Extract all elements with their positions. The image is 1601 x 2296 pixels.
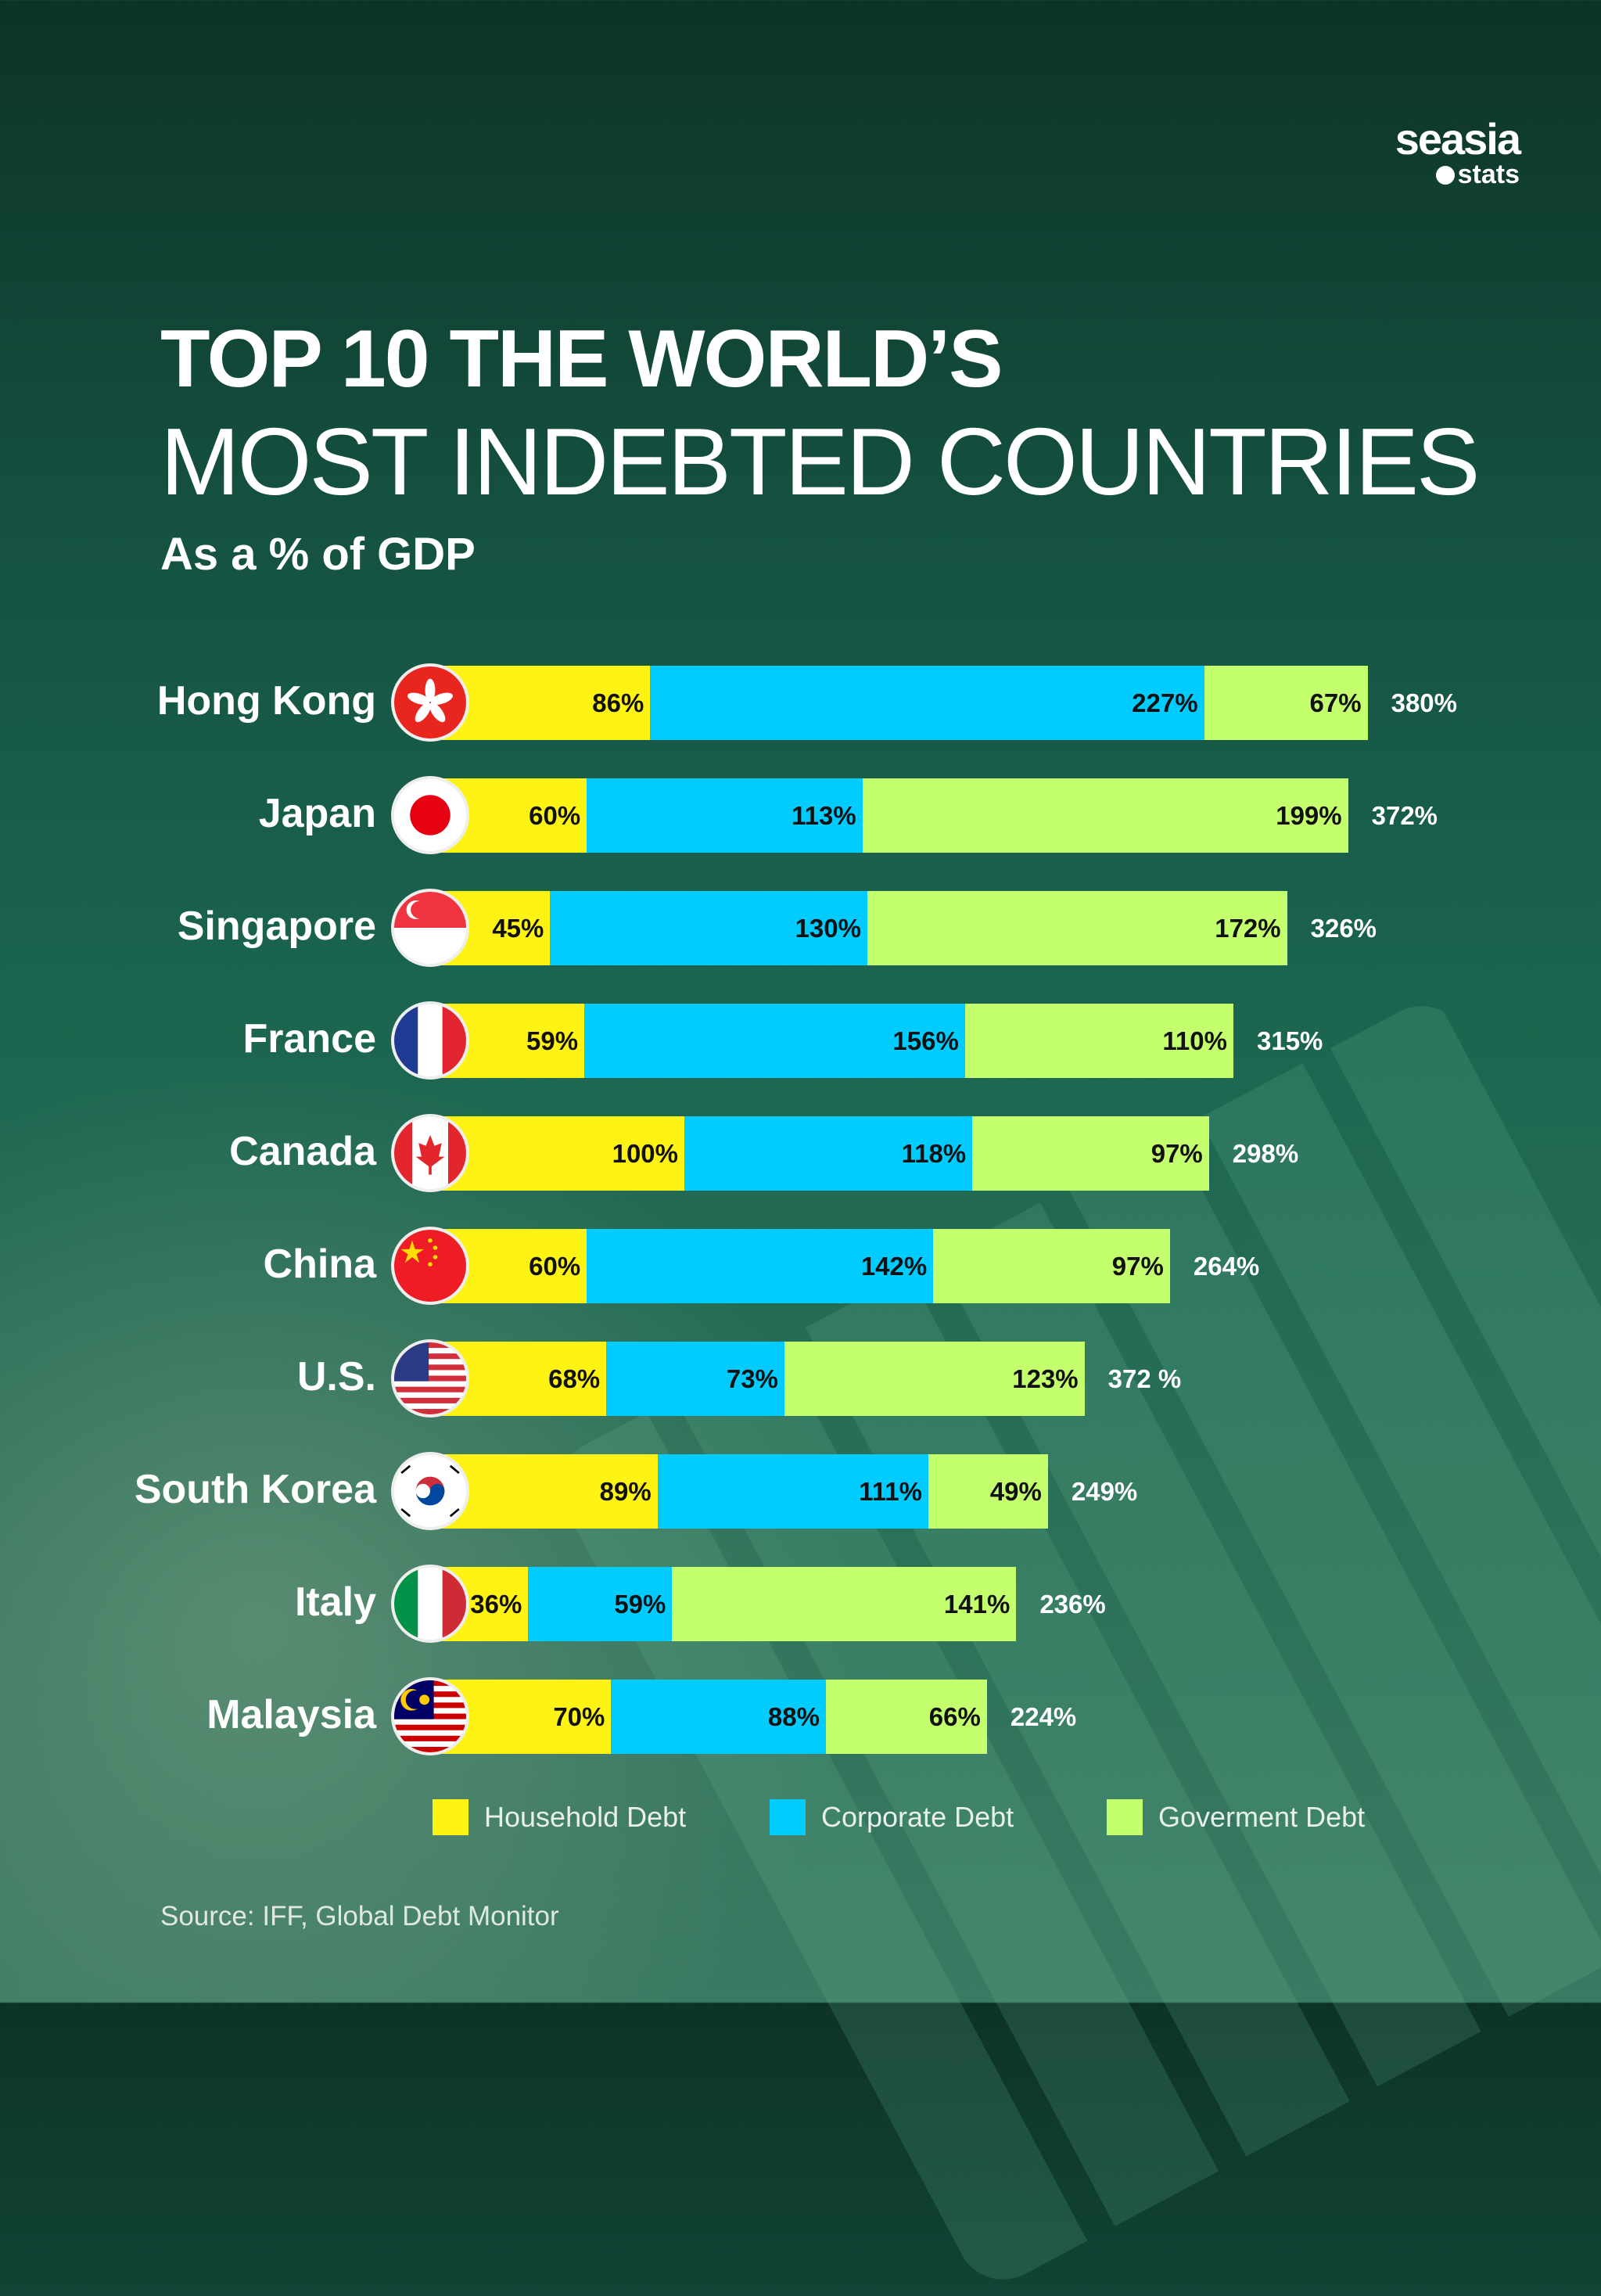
bar-segment-corporate: 130% xyxy=(550,891,867,965)
flag-ca-icon xyxy=(391,1114,469,1192)
bar-segment-government: 97% xyxy=(933,1229,1170,1303)
bar-segment-corporate: 113% xyxy=(587,778,863,853)
chart-row: Hong Kong 86% 227% 67% 380% xyxy=(0,663,1601,742)
country-label: France xyxy=(242,1016,376,1062)
legend-swatch-corporate xyxy=(770,1799,806,1835)
country-label: Hong Kong xyxy=(156,678,376,724)
logo-text: seasia xyxy=(1395,114,1521,163)
flag-hk-icon xyxy=(391,663,469,742)
flag-jp-icon xyxy=(391,776,469,854)
country-label: Italy xyxy=(294,1579,376,1625)
chart-row: Canada 100% 118% 97% 298% xyxy=(0,1114,1601,1192)
legend-swatch-government xyxy=(1107,1799,1143,1835)
total-label: 315% xyxy=(1257,1026,1323,1055)
country-label: China xyxy=(263,1241,376,1287)
legend-item-corporate: Corporate Debt xyxy=(770,1799,1014,1835)
subtitle: As a % of GDP xyxy=(160,529,476,580)
bar-segment-corporate: 111% xyxy=(657,1454,928,1529)
bar-segment-household: 89% xyxy=(440,1454,658,1529)
legend-item-household: Household Debt xyxy=(433,1799,686,1835)
source-note: Source: IFF, Global Debt Monitor xyxy=(160,1901,559,1931)
flag-it-icon xyxy=(391,1565,469,1643)
legend-swatch-household xyxy=(433,1799,468,1835)
bar-segment-government: 110% xyxy=(964,1004,1233,1078)
flag-fr-icon xyxy=(391,1001,469,1080)
country-label: Japan xyxy=(258,791,376,836)
chart-row: U.S. 68% 73% 123% 372 % xyxy=(0,1339,1601,1417)
bar-segment-corporate: 156% xyxy=(584,1004,965,1078)
chart-row: Singapore 45% 130% 172% 326% xyxy=(0,889,1601,967)
chart-row: Malaysia 70% 88% 66% 224% xyxy=(0,1677,1601,1755)
flag-cn-icon xyxy=(391,1227,469,1305)
bar-segment-household: 59% xyxy=(440,1004,585,1078)
title-line-1: TOP 10 THE WORLD’S xyxy=(160,314,1003,404)
legend-label: Household Debt xyxy=(484,1801,687,1833)
logo-subtext: stats xyxy=(1457,160,1520,189)
bar-segment-government: 97% xyxy=(972,1116,1209,1191)
country-label: Canada xyxy=(229,1129,376,1174)
bar-segment-household: 86% xyxy=(440,666,651,740)
total-label: 298% xyxy=(1232,1139,1299,1168)
bar-segment-corporate: 88% xyxy=(611,1680,826,1754)
chart-row: South Korea 89% 111% 49% 249% xyxy=(0,1452,1601,1530)
chart-row: Italy 36% 59% 141% 236% xyxy=(0,1565,1601,1643)
chart-row: China 60% 142% 97% 264% xyxy=(0,1227,1601,1305)
logo-dot-icon xyxy=(1435,166,1455,185)
bar-segment-corporate: 118% xyxy=(684,1116,973,1191)
bar-segment-household: 100% xyxy=(440,1116,684,1191)
total-label: 326% xyxy=(1310,914,1377,943)
flag-us-icon xyxy=(391,1339,469,1417)
flag-kr-icon xyxy=(391,1452,469,1530)
bar-segment-government: 172% xyxy=(867,891,1287,965)
country-label: Singapore xyxy=(177,904,376,949)
total-label: 380% xyxy=(1391,688,1457,717)
seasia-stats-logo: seasia stats xyxy=(1363,114,1521,189)
total-label: 249% xyxy=(1071,1477,1138,1506)
legend-label: Goverment Debt xyxy=(1158,1801,1366,1833)
country-label: Malaysia xyxy=(206,1692,376,1737)
title-line-2: MOST INDEBTED COUNTRIES xyxy=(160,408,1480,515)
total-label: 236% xyxy=(1039,1590,1106,1619)
chart-row: Japan 60% 113% 199% 372% xyxy=(0,776,1601,854)
total-label: 372% xyxy=(1371,801,1438,830)
bar-segment-government: 123% xyxy=(784,1342,1085,1416)
total-label: 264% xyxy=(1193,1252,1260,1281)
bar-segment-corporate: 227% xyxy=(650,666,1204,740)
country-label: U.S. xyxy=(296,1354,376,1400)
legend-label: Corporate Debt xyxy=(821,1801,1014,1833)
bar-segment-corporate: 73% xyxy=(606,1342,784,1416)
legend-item-government: Goverment Debt xyxy=(1107,1799,1365,1835)
bar-segment-corporate: 59% xyxy=(528,1567,673,1641)
bar-segment-government: 199% xyxy=(862,778,1348,853)
bar-segment-government: 67% xyxy=(1204,666,1368,740)
country-label: South Korea xyxy=(134,1467,376,1512)
chart-row: France 59% 156% 110% 315% xyxy=(0,1001,1601,1080)
legend: Household Debt Corporate Debt Goverment … xyxy=(0,1799,1601,1838)
flag-sg-icon xyxy=(391,889,469,967)
bar-segment-government: 141% xyxy=(672,1567,1017,1641)
total-label: 372 % xyxy=(1107,1364,1182,1393)
bar-segment-government: 49% xyxy=(928,1454,1048,1529)
flag-my-icon xyxy=(391,1677,469,1755)
bar-segment-corporate: 142% xyxy=(587,1229,934,1303)
total-label: 224% xyxy=(1010,1702,1077,1731)
bar-segment-government: 66% xyxy=(825,1680,987,1754)
